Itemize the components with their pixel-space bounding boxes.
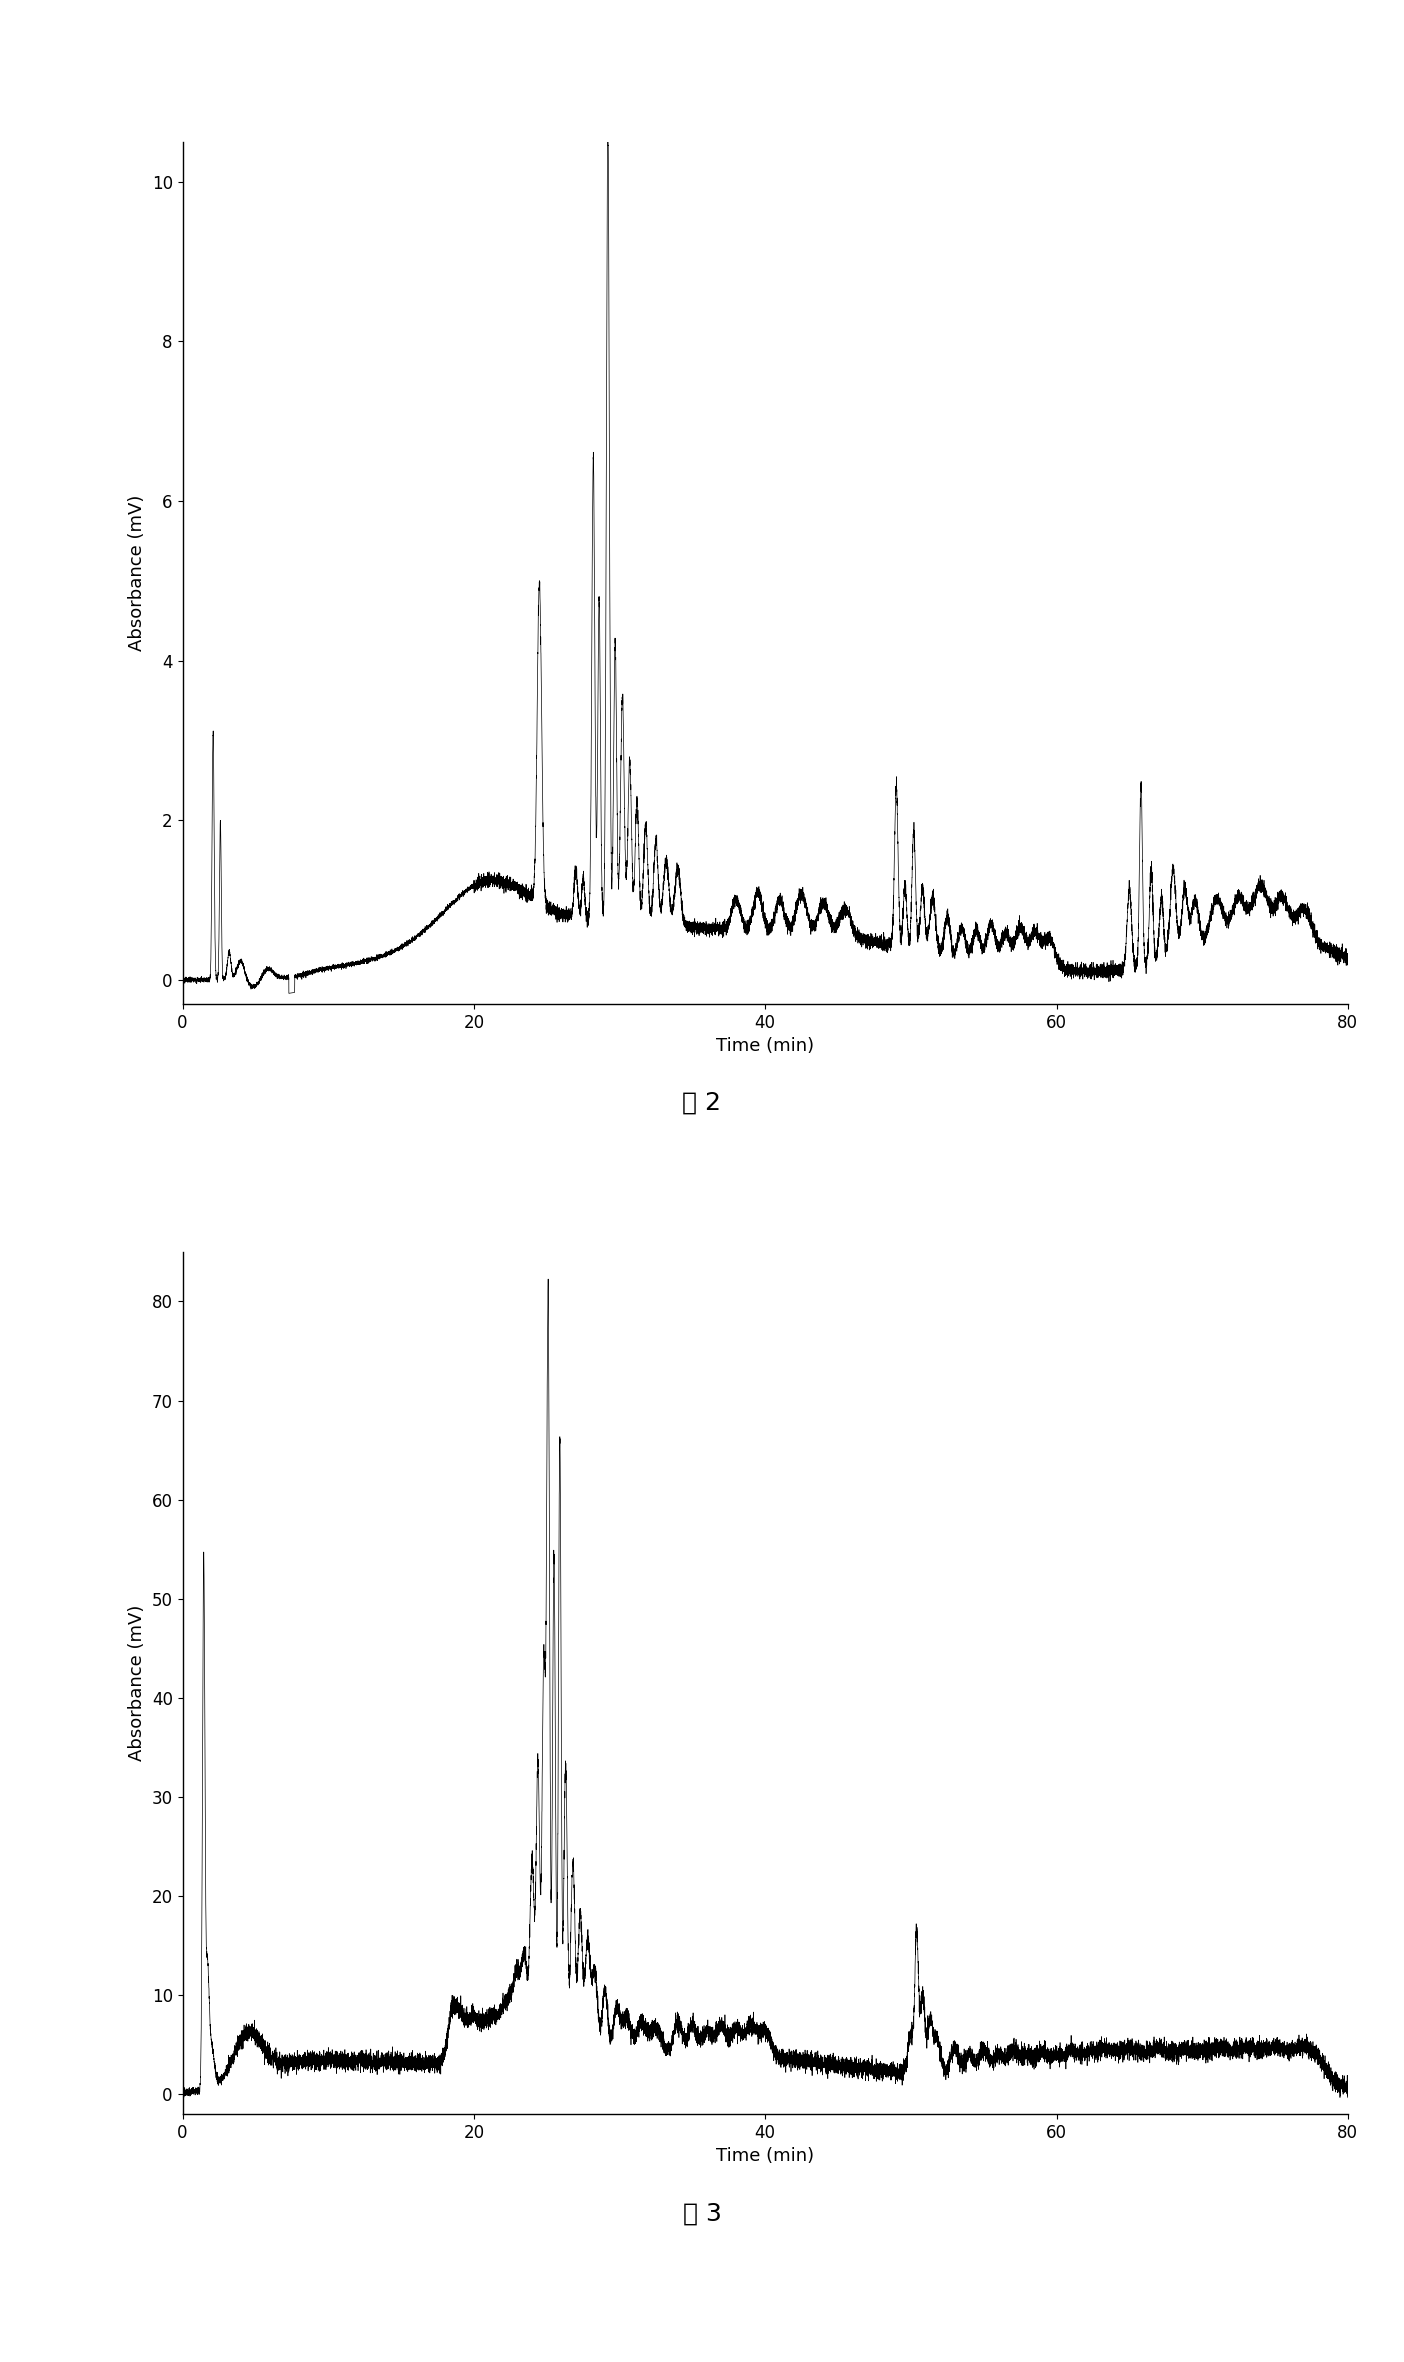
X-axis label: Time (min): Time (min) bbox=[716, 2147, 814, 2166]
Y-axis label: Absorbance (mV): Absorbance (mV) bbox=[128, 494, 146, 652]
Text: 图 3: 图 3 bbox=[682, 2201, 722, 2225]
X-axis label: Time (min): Time (min) bbox=[716, 1037, 814, 1056]
Y-axis label: Absorbance (mV): Absorbance (mV) bbox=[128, 1604, 146, 1762]
Text: 图 2: 图 2 bbox=[682, 1091, 722, 1115]
